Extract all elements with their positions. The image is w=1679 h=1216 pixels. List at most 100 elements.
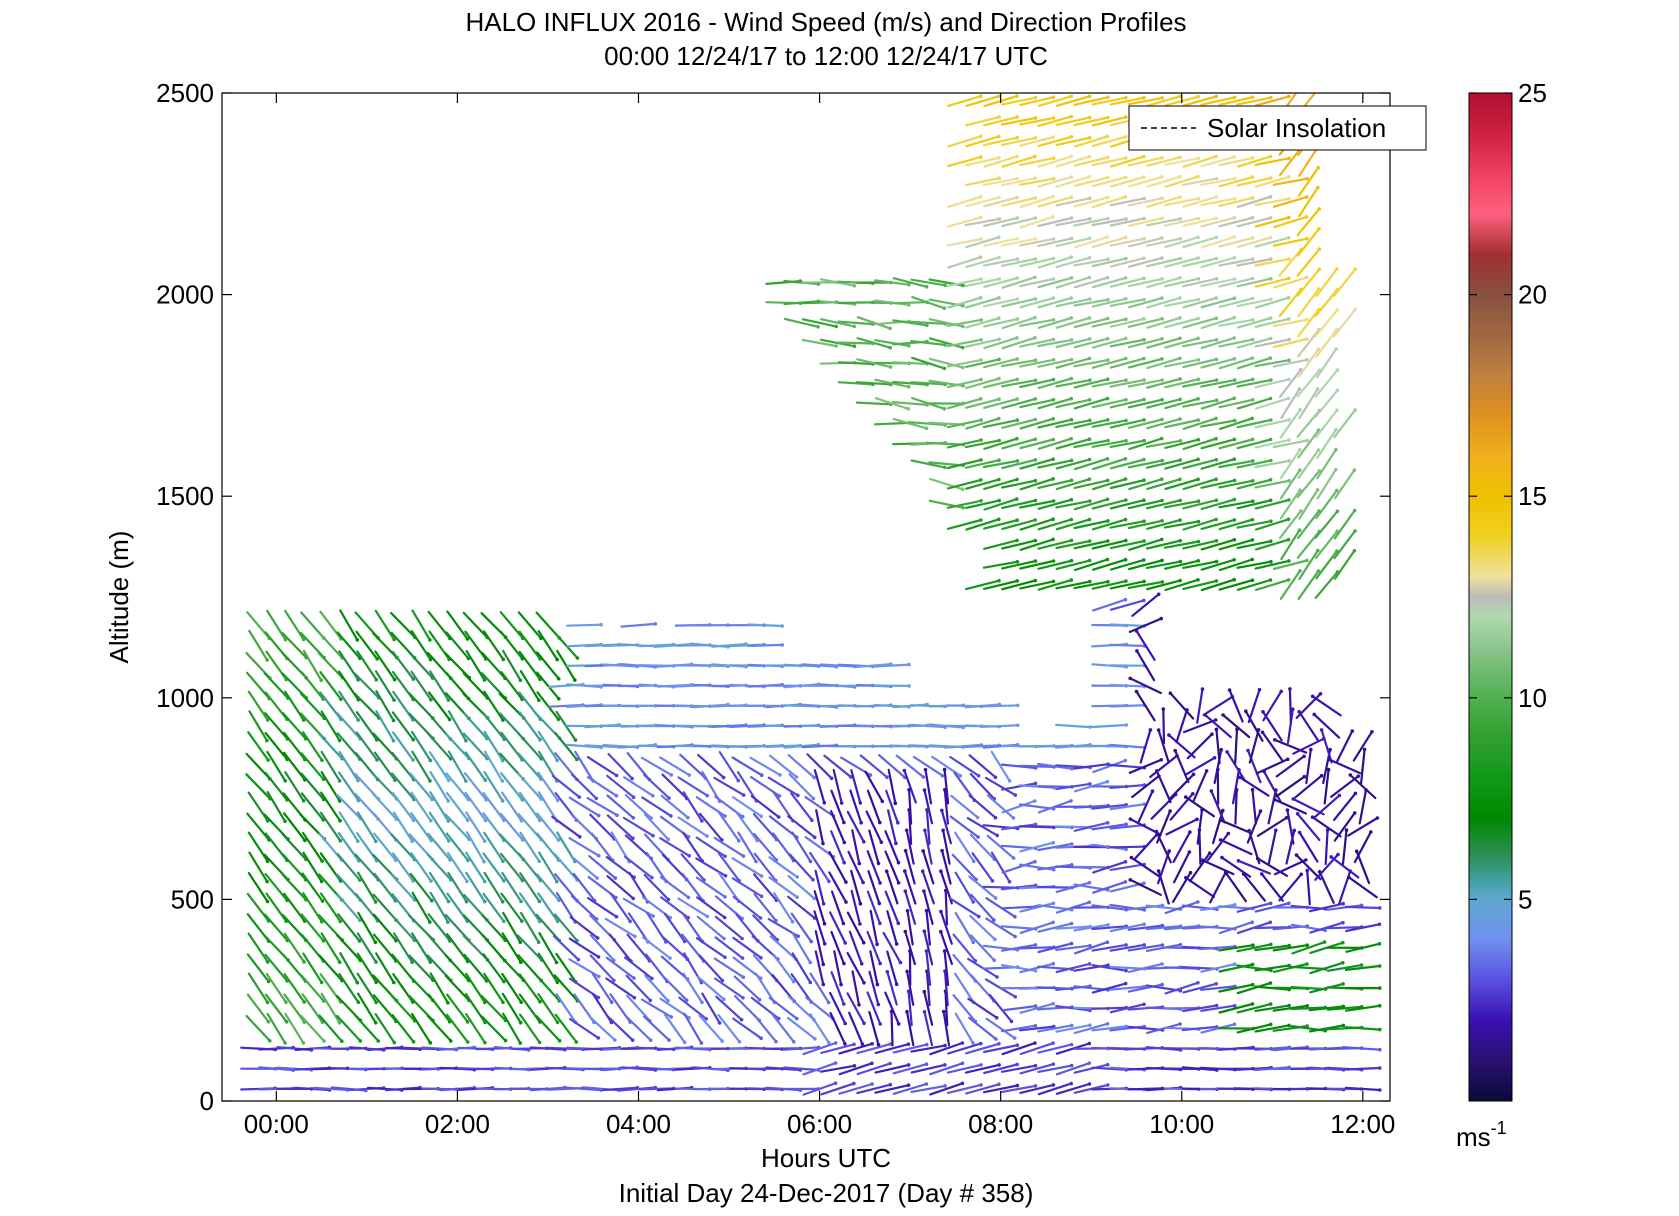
- wind-arrow-head: [1297, 830, 1302, 835]
- wind-arrow: [677, 816, 709, 838]
- wind-arrow-head: [843, 941, 847, 945]
- wind-arrow: [589, 813, 616, 841]
- wind-arrow-head: [465, 1040, 470, 1044]
- wind-arrow: [247, 791, 269, 822]
- wind-arrow-head: [1015, 154, 1019, 159]
- wind-arrow: [517, 611, 543, 640]
- wind-arrow: [1135, 690, 1156, 722]
- wind-arrow-head: [266, 1020, 271, 1024]
- wind-arrow-head: [811, 877, 815, 882]
- wind-arrow-head: [1156, 728, 1161, 732]
- wind-arrow-head: [1268, 195, 1273, 199]
- wind-arrow-head: [1088, 579, 1092, 584]
- wind-arrow: [258, 1066, 295, 1072]
- wind-arrow: [357, 871, 377, 904]
- wind-arrow: [640, 998, 673, 1019]
- wind-arrow: [1073, 804, 1110, 809]
- wind-arrow: [246, 671, 271, 700]
- wind-arrow-head: [1335, 509, 1340, 514]
- wind-arrow: [1288, 687, 1293, 725]
- wind-arrow: [1278, 368, 1302, 398]
- wind-arrow: [802, 1061, 837, 1076]
- wind-arrow-head: [1142, 539, 1146, 543]
- wind-arrow-head: [595, 936, 600, 940]
- wind-arrow: [283, 812, 306, 842]
- wind-arrow: [1000, 1024, 1037, 1033]
- wind-arrow-head: [1317, 227, 1321, 231]
- wind-arrow-head: [898, 960, 903, 965]
- wind-arrow: [1109, 298, 1146, 307]
- wind-arrow-head: [1257, 687, 1262, 692]
- wind-arrow: [982, 459, 1019, 469]
- wind-arrow: [1055, 357, 1091, 369]
- wind-arrow-head: [940, 808, 944, 813]
- x-tick-label: 02:00: [425, 1109, 490, 1139]
- wind-arrow: [943, 768, 950, 805]
- wind-arrow-head: [321, 938, 326, 943]
- wind-arrow: [1073, 479, 1109, 489]
- wind-arrow-head: [997, 477, 1001, 482]
- wind-arrow-head: [1159, 616, 1163, 621]
- wind-arrow-head: [337, 738, 342, 743]
- wind-arrow: [661, 773, 688, 800]
- wind-arrow: [1000, 1004, 1037, 1012]
- wind-arrow: [411, 750, 432, 783]
- wind-arrow: [1272, 276, 1308, 289]
- wind-arrow: [884, 890, 900, 925]
- wind-arrow: [1019, 499, 1055, 509]
- wind-arrow-head: [666, 837, 670, 841]
- wind-arrow: [965, 236, 1000, 249]
- wind-arrow: [967, 957, 999, 979]
- wind-arrow: [1091, 217, 1128, 227]
- wind-arrow-head: [410, 839, 415, 843]
- wind-arrow: [1280, 388, 1301, 419]
- wind-arrow-head: [1128, 817, 1133, 821]
- wind-arrow-head: [1105, 316, 1110, 321]
- wind-arrow: [753, 893, 778, 922]
- wind-arrow: [1037, 115, 1073, 128]
- wind-arrow: [1019, 841, 1055, 853]
- wind-arrow: [1146, 478, 1182, 490]
- wind-arrow-head: [1106, 438, 1110, 443]
- wind-arrow-head: [1250, 982, 1255, 987]
- wind-arrow: [1254, 157, 1291, 166]
- wind-arrow-head: [1196, 578, 1200, 582]
- wind-arrow-head: [667, 1038, 671, 1042]
- wind-arrow-head: [355, 638, 360, 642]
- wind-arrow: [849, 789, 863, 824]
- wind-arrow: [1019, 358, 1055, 368]
- wind-arrow: [1000, 763, 1037, 770]
- wind-arrow-head: [1219, 747, 1224, 752]
- wind-arrow: [606, 814, 635, 840]
- wind-arrow: [891, 301, 929, 305]
- wind-arrow-head: [1051, 840, 1056, 845]
- wind-arrow: [356, 952, 378, 984]
- wind-arrow: [462, 611, 489, 639]
- wind-arrow-head: [1178, 578, 1182, 583]
- wind-arrow-head: [1033, 437, 1037, 442]
- wind-arrow: [1182, 95, 1218, 107]
- wind-arrow-head: [978, 134, 983, 139]
- wind-arrow: [982, 237, 1019, 247]
- wind-arrow: [1200, 578, 1236, 592]
- wind-arrow: [1309, 921, 1345, 934]
- wind-arrow: [1127, 256, 1164, 268]
- wind-arrow-head: [428, 920, 432, 924]
- wind-arrow: [1200, 1004, 1236, 1012]
- wind-arrow: [910, 320, 947, 325]
- wind-arrow-head: [896, 881, 901, 885]
- wind-arrow-head: [997, 195, 1001, 200]
- wind-arrow-head: [1015, 336, 1019, 340]
- wind-arrow-head: [1142, 418, 1146, 422]
- wind-arrow-head: [1013, 793, 1018, 797]
- wind-arrow-head: [1015, 1083, 1020, 1088]
- wind-arrow-head: [1128, 676, 1132, 681]
- wind-arrow: [1019, 157, 1055, 166]
- wind-arrow-head: [482, 839, 487, 843]
- wind-arrow: [1172, 850, 1191, 884]
- wind-arrow-head: [903, 889, 908, 893]
- wind-arrow-head: [888, 1061, 892, 1066]
- wind-arrow: [910, 459, 947, 469]
- wind-arrow: [429, 770, 450, 803]
- wind-arrow: [753, 852, 777, 882]
